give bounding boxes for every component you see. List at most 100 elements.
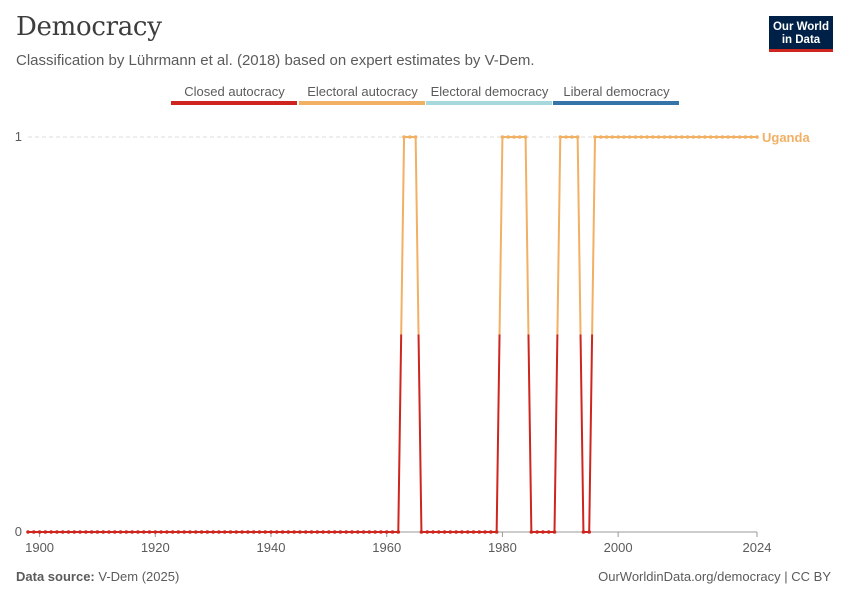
data-point-1946[interactable] — [303, 530, 308, 534]
data-point-1953[interactable] — [344, 530, 349, 534]
data-point-2024[interactable] — [755, 135, 759, 139]
data-point-1997[interactable] — [598, 135, 603, 139]
data-point-1912[interactable] — [107, 530, 111, 534]
data-point-1970[interactable] — [442, 530, 447, 534]
data-point-1987[interactable] — [541, 530, 545, 534]
legend-swatch-closed-autocracy[interactable] — [171, 101, 297, 105]
data-point-2011[interactable] — [679, 135, 684, 139]
data-point-1972[interactable] — [454, 530, 458, 534]
data-point-1977[interactable] — [483, 530, 487, 534]
data-point-2021[interactable] — [737, 135, 742, 139]
data-point-1991[interactable] — [564, 135, 568, 139]
data-point-1981[interactable] — [506, 135, 511, 139]
series-uganda[interactable] — [26, 135, 759, 534]
data-point-1925[interactable] — [182, 530, 187, 534]
data-point-1999[interactable] — [610, 135, 615, 139]
data-point-1926[interactable] — [188, 530, 192, 534]
data-point-1948[interactable] — [315, 530, 320, 534]
data-point-1962[interactable] — [396, 530, 401, 534]
data-point-1959[interactable] — [379, 530, 383, 534]
data-point-2000[interactable] — [616, 135, 620, 139]
data-point-1934[interactable] — [234, 530, 239, 534]
data-point-2013[interactable] — [691, 135, 696, 139]
data-point-1939[interactable] — [263, 530, 268, 534]
data-point-1954[interactable] — [350, 530, 354, 534]
data-point-1990[interactable] — [558, 135, 563, 139]
data-point-1913[interactable] — [112, 530, 117, 534]
data-point-1951[interactable] — [332, 530, 337, 534]
data-point-1917[interactable] — [136, 530, 140, 534]
data-point-1927[interactable] — [193, 530, 198, 534]
data-point-1985[interactable] — [529, 530, 534, 534]
data-point-1922[interactable] — [165, 530, 169, 534]
data-point-1918[interactable] — [141, 530, 146, 534]
data-point-1941[interactable] — [274, 530, 279, 534]
data-point-1910[interactable] — [95, 530, 100, 534]
data-point-1964[interactable] — [408, 135, 412, 139]
data-point-1916[interactable] — [130, 530, 134, 534]
data-point-1919[interactable] — [147, 530, 152, 534]
data-point-1966[interactable] — [419, 530, 424, 534]
data-point-1993[interactable] — [575, 135, 580, 139]
data-point-1902[interactable] — [49, 530, 53, 534]
data-point-1989[interactable] — [552, 530, 557, 534]
data-point-1949[interactable] — [321, 530, 325, 534]
data-point-2001[interactable] — [622, 135, 626, 139]
data-point-1968[interactable] — [431, 530, 435, 534]
data-point-2017[interactable] — [714, 135, 719, 139]
data-point-1920[interactable] — [153, 530, 158, 534]
data-point-1923[interactable] — [170, 530, 175, 534]
data-point-1967[interactable] — [425, 530, 430, 534]
data-point-1956[interactable] — [361, 530, 366, 534]
data-point-1931[interactable] — [217, 530, 221, 534]
data-point-1975[interactable] — [471, 530, 476, 534]
data-point-1965[interactable] — [413, 135, 418, 139]
data-point-1944[interactable] — [292, 530, 296, 534]
legend[interactable]: Closed autocracy Electoral autocracy Elect… — [171, 84, 679, 105]
data-point-1929[interactable] — [205, 530, 210, 534]
data-point-2007[interactable] — [656, 135, 661, 139]
data-point-2014[interactable] — [697, 135, 701, 139]
data-point-1952[interactable] — [338, 530, 343, 534]
legend-label-liberal-democracy[interactable]: Liberal democracy — [563, 84, 670, 99]
data-point-1938[interactable] — [257, 530, 262, 534]
data-point-1933[interactable] — [228, 530, 233, 534]
data-point-1937[interactable] — [251, 530, 256, 534]
data-point-1935[interactable] — [240, 530, 244, 534]
data-point-1957[interactable] — [367, 530, 372, 534]
series-label-uganda[interactable]: Uganda — [762, 130, 810, 145]
legend-swatch-electoral-democracy[interactable] — [426, 101, 552, 105]
data-point-1898[interactable] — [26, 530, 30, 534]
owid-logo[interactable]: Our World in Data — [769, 16, 833, 52]
url-license[interactable]: OurWorldinData.org/democracy | CC BY — [598, 569, 831, 584]
data-point-1903[interactable] — [55, 530, 59, 534]
data-point-1996[interactable] — [593, 135, 597, 139]
data-point-1992[interactable] — [570, 135, 574, 139]
data-point-1969[interactable] — [436, 530, 441, 534]
legend-label-closed-autocracy[interactable]: Closed autocracy — [184, 84, 285, 99]
data-point-1930[interactable] — [211, 530, 215, 534]
data-point-2022[interactable] — [743, 135, 748, 139]
data-point-1943[interactable] — [286, 530, 291, 534]
data-point-1901[interactable] — [43, 530, 48, 534]
data-point-1955[interactable] — [355, 530, 360, 534]
data-point-2005[interactable] — [645, 135, 649, 139]
legend-label-electoral-democracy[interactable]: Electoral democracy — [431, 84, 549, 99]
data-point-2023[interactable] — [749, 135, 754, 139]
data-point-2020[interactable] — [732, 135, 736, 139]
legend-swatch-liberal-democracy[interactable] — [553, 101, 679, 105]
data-point-1915[interactable] — [124, 530, 129, 534]
data-point-1998[interactable] — [604, 135, 609, 139]
data-point-1979[interactable] — [494, 530, 499, 534]
data-point-1899[interactable] — [31, 530, 36, 534]
data-point-1960[interactable] — [384, 530, 389, 534]
data-point-1982[interactable] — [512, 135, 516, 139]
data-point-1988[interactable] — [546, 530, 551, 534]
data-point-1940[interactable] — [269, 530, 273, 534]
data-point-2010[interactable] — [674, 135, 678, 139]
data-point-1976[interactable] — [477, 530, 482, 534]
data-point-1900[interactable] — [37, 530, 42, 534]
data-point-1973[interactable] — [460, 530, 464, 534]
data-point-2019[interactable] — [726, 135, 730, 139]
data-point-1963[interactable] — [402, 135, 406, 139]
